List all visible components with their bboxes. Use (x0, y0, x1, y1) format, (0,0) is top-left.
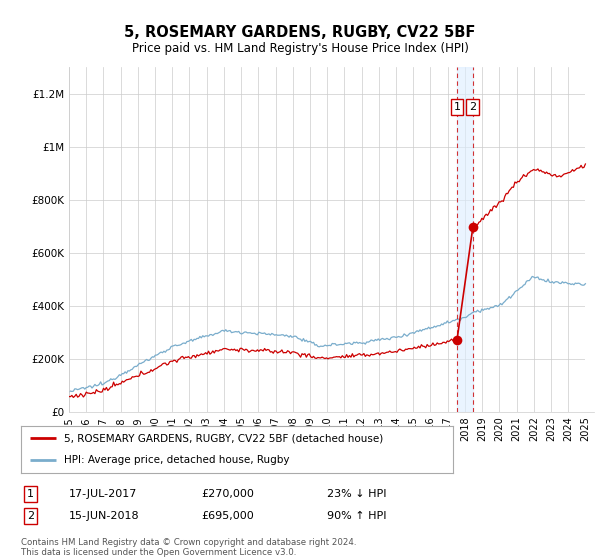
Text: Price paid vs. HM Land Registry's House Price Index (HPI): Price paid vs. HM Land Registry's House … (131, 42, 469, 55)
Text: 15-JUN-2018: 15-JUN-2018 (69, 511, 140, 521)
Text: £695,000: £695,000 (201, 511, 254, 521)
Text: 90% ↑ HPI: 90% ↑ HPI (327, 511, 386, 521)
Text: 2: 2 (469, 102, 476, 112)
Text: 1: 1 (27, 489, 34, 499)
Text: 23% ↓ HPI: 23% ↓ HPI (327, 489, 386, 499)
Text: £270,000: £270,000 (201, 489, 254, 499)
Text: 1: 1 (454, 102, 460, 112)
Bar (457, 67, 473, 412)
Text: 17-JUL-2017: 17-JUL-2017 (69, 489, 137, 499)
Text: HPI: Average price, detached house, Rugby: HPI: Average price, detached house, Rugb… (64, 455, 290, 465)
Text: 5, ROSEMARY GARDENS, RUGBY, CV22 5BF: 5, ROSEMARY GARDENS, RUGBY, CV22 5BF (124, 25, 476, 40)
Bar (586, 67, 600, 412)
Text: 2: 2 (27, 511, 34, 521)
Text: Contains HM Land Registry data © Crown copyright and database right 2024.
This d: Contains HM Land Registry data © Crown c… (21, 538, 356, 557)
Text: 5, ROSEMARY GARDENS, RUGBY, CV22 5BF (detached house): 5, ROSEMARY GARDENS, RUGBY, CV22 5BF (de… (64, 433, 383, 444)
